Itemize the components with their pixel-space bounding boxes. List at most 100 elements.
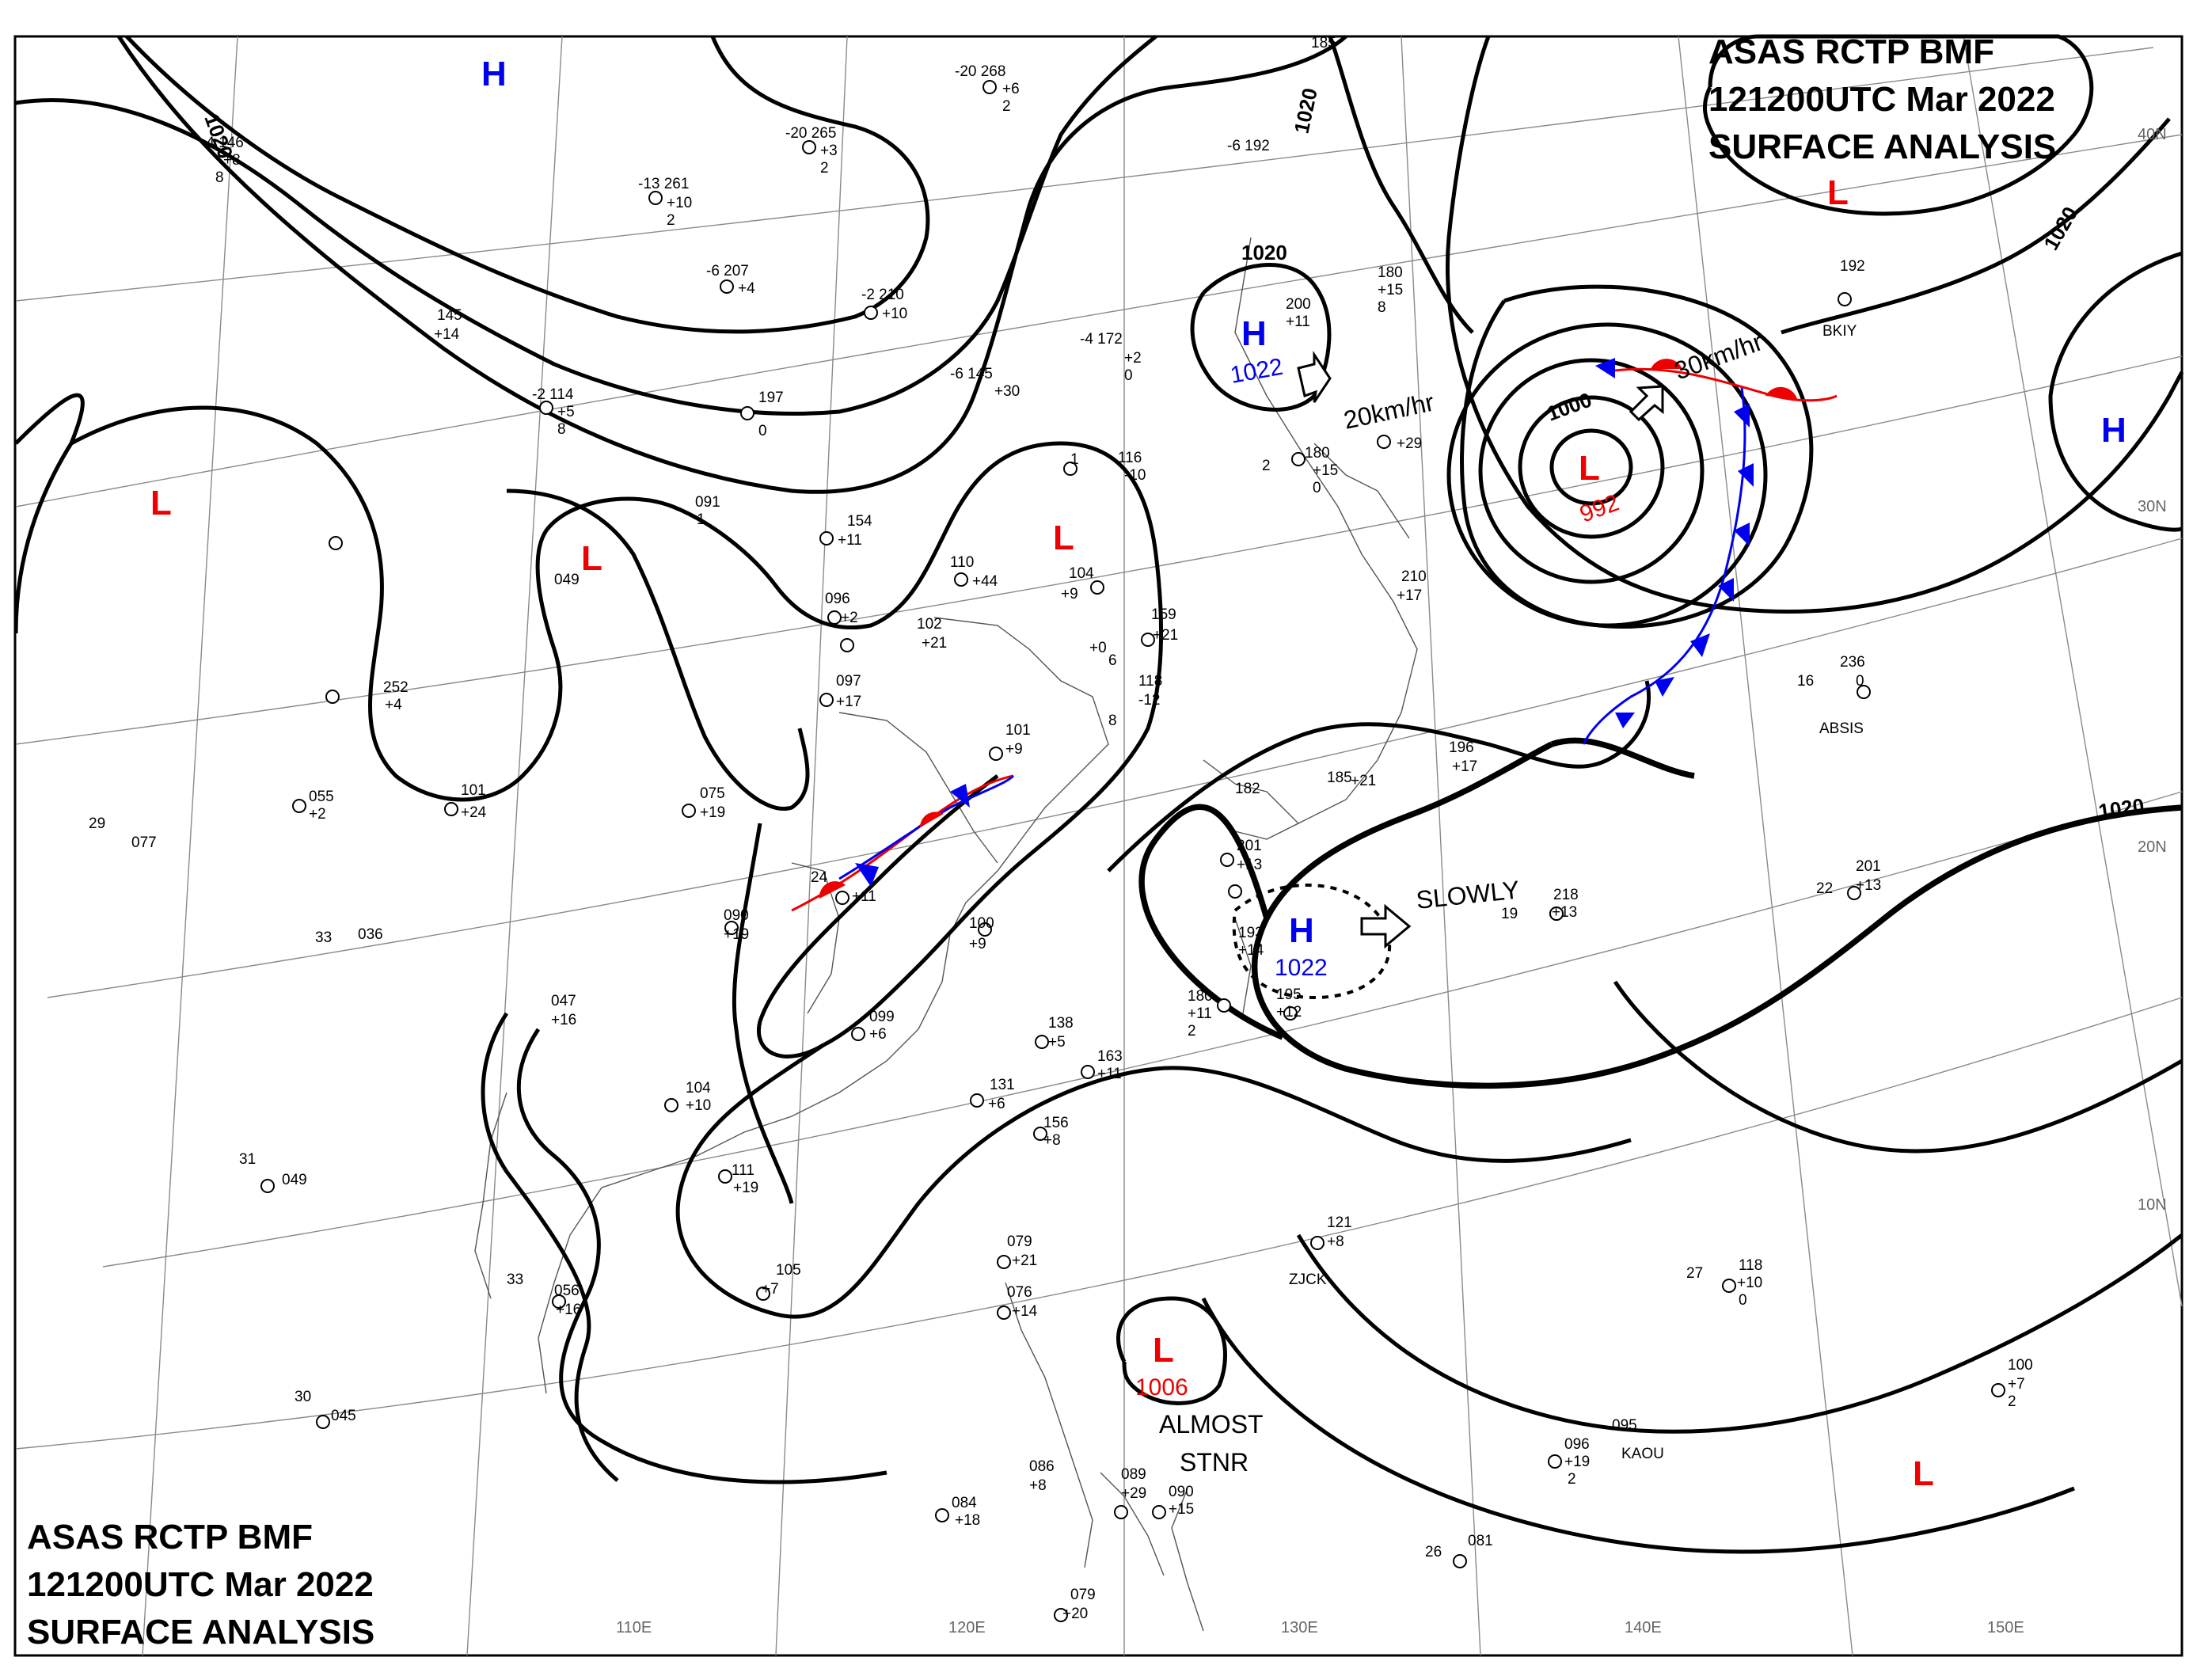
station-label: +10 [667, 195, 692, 211]
station-label: 2 [2008, 1393, 2016, 1410]
station-label: -10 [1124, 467, 1146, 484]
station-label: +14 [1012, 1303, 1038, 1320]
station-label: +6 [869, 1026, 887, 1043]
station-label: 081 [1468, 1533, 1493, 1549]
isobar [70, 405, 1164, 1047]
station-label: 26 [1425, 1544, 1442, 1560]
station-label: +8 [1327, 1233, 1344, 1250]
station-circle-icon [1377, 435, 1391, 449]
station-label: 101 [461, 782, 486, 799]
station-label: 8 [1108, 713, 1117, 729]
station-label: 196 [1449, 739, 1474, 756]
motion-arrow-icon [1629, 385, 1664, 422]
isobar [1252, 741, 2183, 1089]
station-label: +10 [882, 306, 907, 322]
station-label: 8 [1378, 299, 1386, 316]
station-circle-icon [552, 1294, 566, 1309]
station-circle-icon [802, 140, 816, 154]
isobar [14, 393, 85, 445]
station-label: +11 [1188, 1005, 1212, 1022]
station-label: +5 [1048, 1034, 1066, 1051]
station-label: 192 [1840, 258, 1865, 275]
station-label: +3 [820, 143, 838, 159]
station-circle-icon [1549, 907, 1564, 921]
station-label: 1 [697, 511, 705, 528]
station-label: 2 [667, 212, 675, 229]
title-line: ASAS RCTP BMF [27, 1518, 313, 1556]
station-label: 180 [1378, 264, 1403, 281]
station-label: 200 [1286, 296, 1311, 313]
station-label: 102 [917, 616, 942, 633]
station-label: 110 [950, 554, 974, 571]
station-circle-icon [827, 610, 842, 625]
station-label: 2 [1568, 1471, 1576, 1488]
station-label: 0 [1856, 673, 1864, 690]
station-circle-icon [682, 804, 696, 818]
station-label: -4 146 [201, 135, 244, 151]
station-circle-icon [444, 802, 458, 816]
station-label: +18 [955, 1512, 980, 1529]
low-pressure-center: L [1153, 1331, 1174, 1370]
station-circle-icon [1090, 580, 1104, 595]
station-label: +16 [556, 1302, 581, 1318]
title-line: SURFACE ANALYSIS [1708, 127, 2056, 166]
station-label: 0 [1739, 1292, 1747, 1309]
longitude-label: 120E [948, 1619, 986, 1636]
isobar-label: 1020 [1241, 241, 1287, 264]
station-label: BKIY [1822, 323, 1857, 340]
station-label: +13 [1237, 857, 1262, 873]
station-label: 076 [1007, 1284, 1032, 1301]
motion-arrows [1297, 351, 1664, 949]
isobar [1296, 1233, 2183, 1434]
title-bottom-left: ASAS RCTP BMF 121200UTC Mar 2022 SURFACE… [27, 1518, 374, 1651]
front-symbols [855, 358, 1754, 887]
station-label: +21 [1351, 773, 1376, 789]
high-pressure-center: H [1241, 314, 1267, 353]
station-circle-icon [819, 693, 834, 707]
station-label: 138 [1048, 1015, 1074, 1032]
coastlines [474, 237, 1418, 1632]
isobar [1138, 804, 1284, 1040]
station-label: +30 [994, 383, 1020, 400]
station-label: 116 [1118, 450, 1142, 466]
station-label: 0 [758, 423, 767, 439]
station-circle-icon [997, 1306, 1011, 1320]
station-circle-icon [329, 536, 343, 550]
isobar [1781, 117, 2171, 335]
station-label: 2 [1262, 458, 1271, 474]
station-circle-icon [819, 531, 834, 545]
station-label: +11 [838, 532, 862, 549]
isobar [1445, 36, 2184, 614]
station-label: +13 [1552, 904, 1577, 921]
station-label: 22 [1816, 880, 1833, 897]
station-label: 055 [309, 789, 334, 805]
station-label: +2 [1124, 350, 1142, 367]
stationary-front [838, 774, 1015, 880]
station-label: 090 [1169, 1484, 1194, 1500]
station-circle-icon [970, 1093, 984, 1108]
station-label: 154 [847, 513, 872, 530]
station-label: -6 192 [1227, 138, 1270, 154]
station-label: +7 [762, 1281, 779, 1298]
station-label: +6 [988, 1096, 1005, 1112]
station-circle-icon [1081, 1065, 1095, 1079]
station-label: 049 [554, 572, 580, 588]
station-label: 075 [700, 785, 725, 802]
station-label: 27 [1686, 1265, 1703, 1282]
low-pressure-center: L [1053, 519, 1074, 557]
station-label: 145 [437, 307, 462, 324]
station-label: 0 [1313, 480, 1321, 496]
latitude-label: 30N [2138, 498, 2167, 515]
isobar [757, 774, 999, 1059]
station-label: +16 [551, 1012, 576, 1028]
station-label: +11 [1286, 314, 1310, 330]
longitude-label: 150E [1987, 1619, 2024, 1636]
station-label: +9 [1061, 586, 1078, 602]
station-label: 096 [825, 591, 850, 607]
station-label: 099 [869, 1009, 895, 1025]
isobar [506, 488, 810, 811]
station-label: -20 268 [955, 63, 1005, 80]
latitude-labels: 40N 30N 20N 10N [2138, 126, 2167, 1214]
station-label: +24 [461, 804, 487, 821]
station-label: 049 [282, 1172, 307, 1188]
